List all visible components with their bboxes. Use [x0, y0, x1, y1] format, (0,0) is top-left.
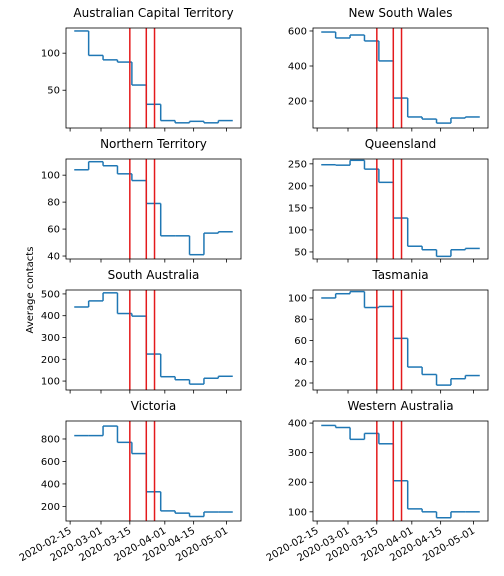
y-tick-label: 100 [288, 293, 307, 304]
subplot-title: Western Australia [347, 399, 453, 413]
y-tick-label: 150 [288, 203, 307, 214]
y-tick-label: 60 [47, 225, 60, 236]
y-tick-label: 100 [288, 225, 307, 236]
y-tick-label: 400 [41, 479, 60, 490]
subplot-title: Australian Capital Territory [73, 6, 233, 20]
y-tick-label: 60 [294, 336, 307, 347]
y-tick-label: 200 [288, 478, 307, 489]
subplot: Victoria2004006008002020-02-152020-03-01… [18, 399, 242, 564]
axes-frame [65, 289, 242, 391]
y-tick-label: 100 [41, 49, 60, 60]
subplot: Western Australia1002003004002020-02-152… [265, 399, 489, 564]
y-tick-label: 100 [41, 171, 60, 182]
y-tick-label: 400 [288, 419, 307, 430]
y-tick-label: 300 [288, 448, 307, 459]
y-tick-label: 600 [288, 26, 307, 37]
subplot: Australian Capital Territory 50 100 [41, 6, 242, 132]
axes-frame [312, 289, 489, 391]
axes-frame [65, 420, 242, 522]
y-tick-label: 50 [47, 86, 60, 97]
y-tick-label: 40 [47, 252, 60, 263]
subplot-title: Tasmania [371, 268, 428, 282]
axes-frame [65, 27, 242, 129]
y-tick-label: 400 [41, 311, 60, 322]
y-tick-label: 40 [294, 357, 307, 368]
y-tick-label: 200 [41, 355, 60, 366]
y-tick-label: 800 [41, 434, 60, 445]
subplot: South Australia 100 200 300 400 500 [41, 268, 242, 394]
subplot: Queensland 50 100 150 200 250 [288, 137, 489, 263]
y-tick-label: 200 [288, 181, 307, 192]
subplot: Tasmania 20 40 60 80 100 [288, 268, 489, 394]
subplot: Northern Territory 40 60 80 100 [41, 137, 242, 263]
y-tick-label: 80 [47, 198, 60, 209]
y-tick-label: 400 [288, 62, 307, 73]
subplot-title: South Australia [108, 268, 200, 282]
y-tick-label: 200 [288, 97, 307, 108]
y-tick-label: 250 [288, 159, 307, 170]
y-tick-label: 300 [41, 333, 60, 344]
subplot: New South Wales 200 400 600 [288, 6, 489, 132]
y-tick-label: 200 [41, 502, 60, 513]
y-tick-label: 600 [41, 457, 60, 468]
y-tick-label: 100 [41, 377, 60, 388]
subplot-title: Queensland [365, 137, 437, 151]
y-tick-label: 500 [41, 289, 60, 300]
y-tick-label: 50 [294, 247, 307, 258]
axes-frame [312, 420, 489, 522]
subplot-title: Victoria [131, 399, 177, 413]
y-tick-label: 20 [294, 378, 307, 389]
y-axis-label: Average contacts [25, 247, 36, 334]
subplot-title: Northern Territory [100, 137, 207, 151]
y-tick-label: 80 [294, 315, 307, 326]
axes-frame [312, 27, 489, 129]
subplot-title: New South Wales [348, 6, 452, 20]
axes-frame [65, 158, 242, 260]
axes-frame [312, 158, 489, 260]
y-tick-label: 100 [288, 507, 307, 518]
